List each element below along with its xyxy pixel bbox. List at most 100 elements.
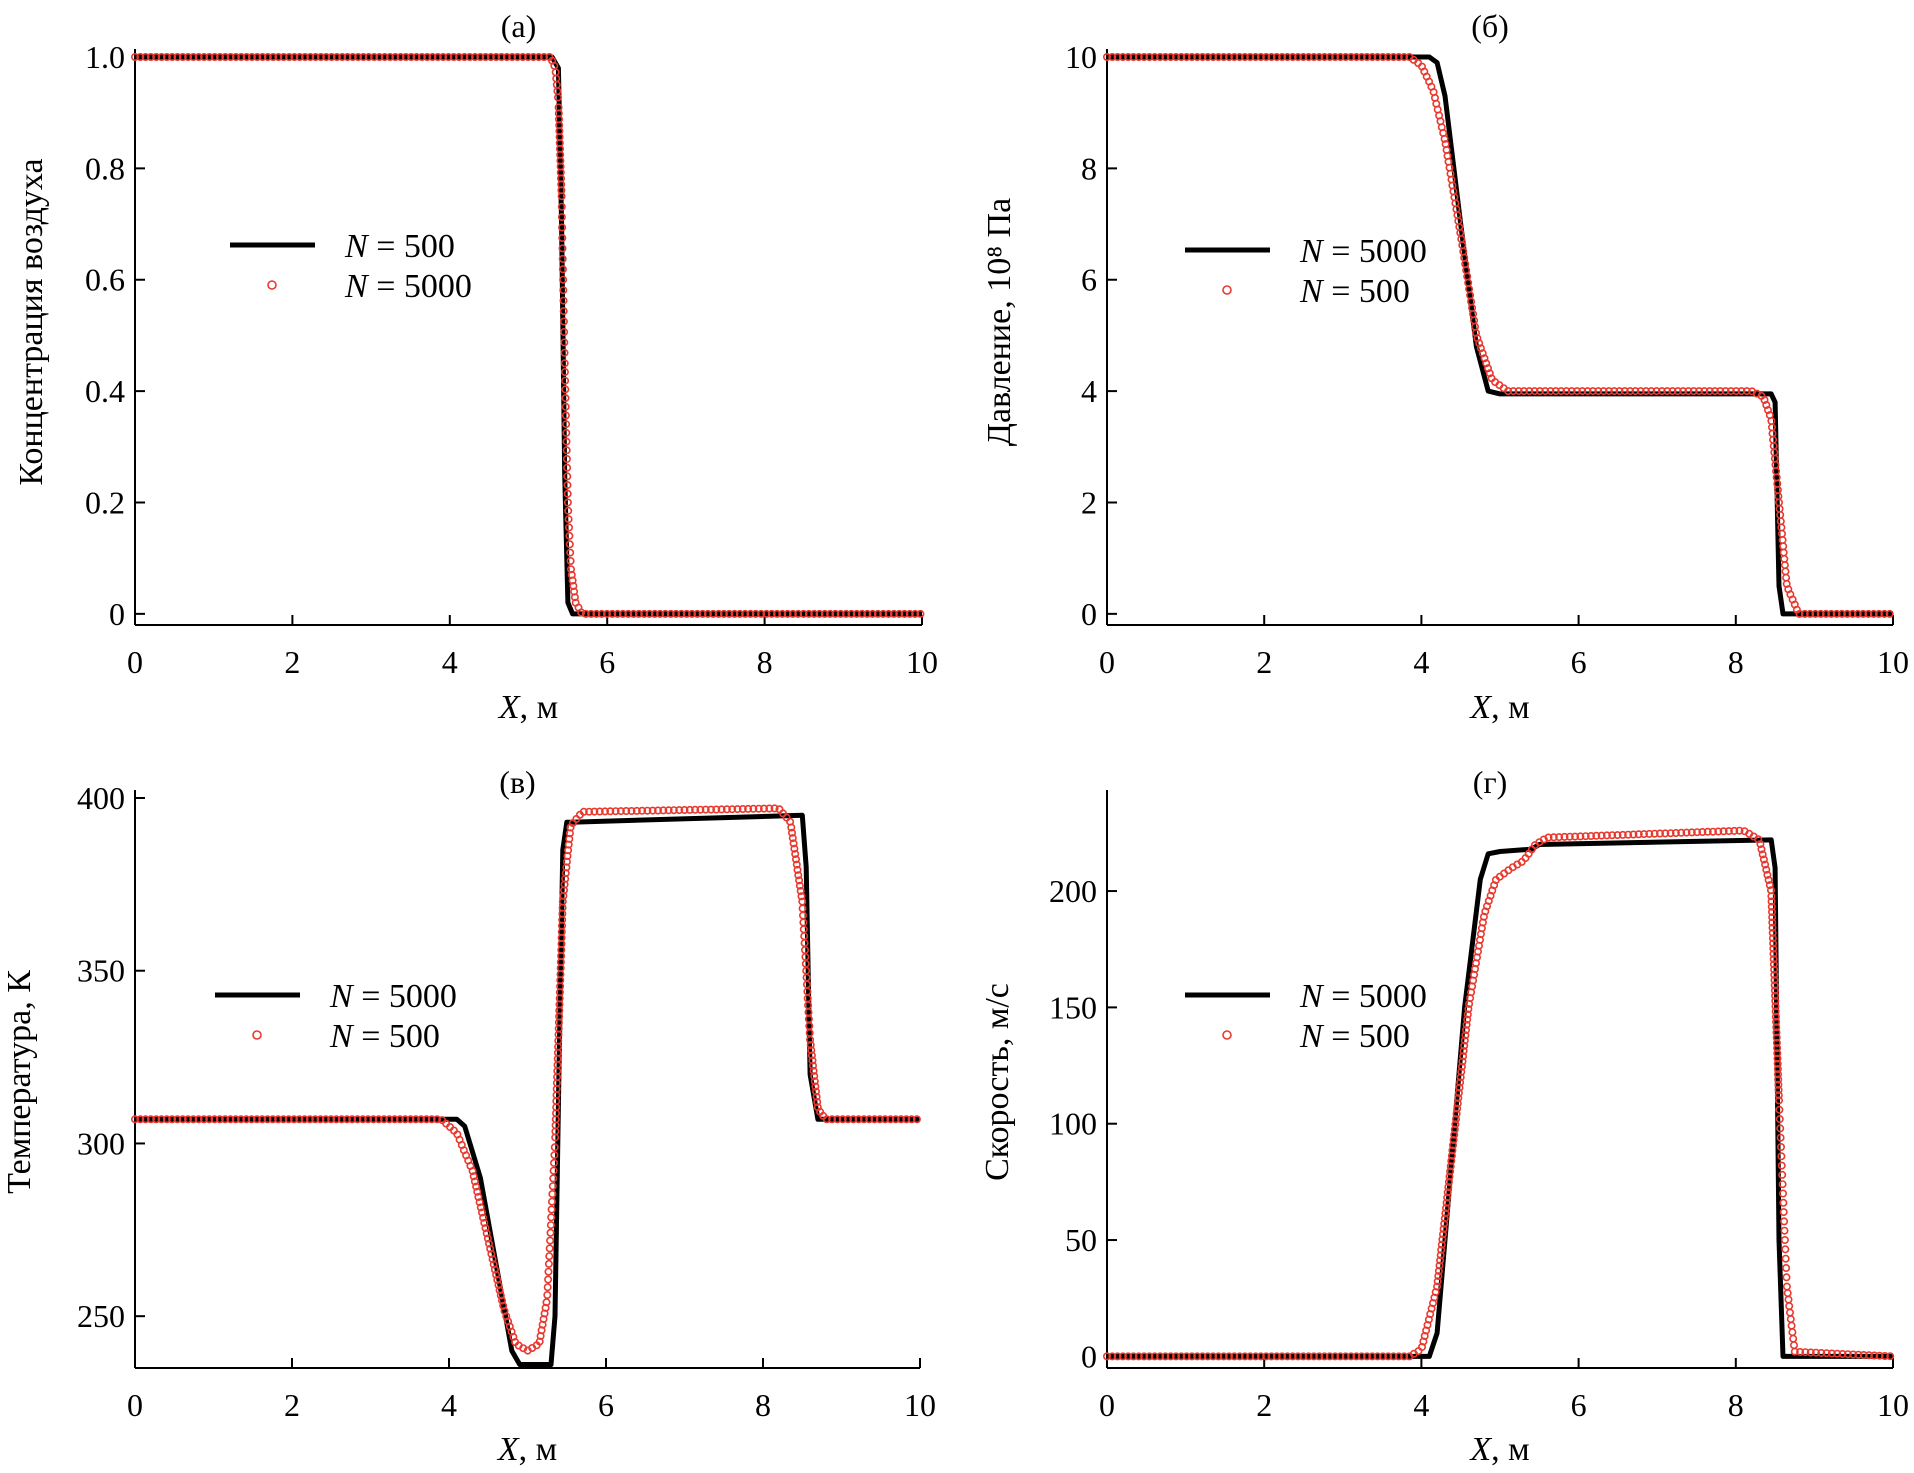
y-tick-label: 150 (1049, 989, 1097, 1025)
series-marker (1108, 52, 1117, 61)
series-marker (749, 804, 758, 813)
series-marker (831, 609, 840, 618)
series-marker (1541, 387, 1550, 396)
series-marker (629, 609, 638, 618)
series-marker (543, 1283, 552, 1292)
series-marker (1778, 1180, 1787, 1189)
series-marker (1463, 1015, 1472, 1024)
series-marker (258, 52, 267, 61)
series-marker (1309, 52, 1318, 61)
series-marker (675, 806, 684, 815)
series-marker (795, 876, 804, 885)
series-marker (152, 52, 161, 61)
series-marker (237, 52, 246, 61)
series-marker (1394, 1352, 1403, 1361)
series-marker (1288, 1352, 1297, 1361)
series-marker (1124, 52, 1133, 61)
series-marker (1341, 1352, 1350, 1361)
series-marker (789, 839, 798, 848)
series-marker (1448, 1146, 1457, 1155)
series-marker (1378, 52, 1387, 61)
series-marker (284, 1115, 293, 1124)
series-marker (1756, 840, 1765, 849)
series-marker (486, 1244, 495, 1253)
series-marker (1134, 52, 1143, 61)
series-marker (1573, 387, 1582, 396)
series-marker (1461, 1031, 1470, 1040)
x-tick-label: 2 (1256, 644, 1272, 680)
series-marker (1441, 1209, 1450, 1218)
series-marker (1776, 1124, 1785, 1133)
series-marker (1671, 828, 1680, 837)
series-marker (1134, 1352, 1143, 1361)
series-marker (1140, 52, 1149, 61)
series-marker (1780, 1236, 1789, 1245)
series-marker (810, 1077, 819, 1086)
series-marker (1843, 1350, 1852, 1359)
legend-marker-swatch (252, 1030, 262, 1040)
series-marker (560, 367, 569, 376)
series-marker (1624, 830, 1633, 839)
series-marker (1771, 996, 1780, 1005)
series-marker (1555, 833, 1564, 842)
series-marker (549, 1174, 558, 1183)
y-tick-label: 0 (109, 596, 125, 632)
series-marker (1645, 829, 1654, 838)
series-marker (1203, 1352, 1212, 1361)
series-marker (1230, 52, 1239, 61)
series-marker (585, 807, 594, 816)
series-marker (508, 52, 517, 61)
series-marker (728, 805, 737, 814)
series-marker (268, 1115, 277, 1124)
series-marker (226, 1115, 235, 1124)
series-marker (1827, 609, 1836, 618)
series-marker (618, 609, 627, 618)
series-marker (1613, 831, 1622, 840)
series-marker (1735, 826, 1744, 835)
series-marker (682, 609, 691, 618)
series-marker (701, 805, 710, 814)
series-marker (1458, 1057, 1467, 1066)
series-marker (401, 1115, 410, 1124)
series-marker (306, 52, 315, 61)
series-marker (1434, 1266, 1443, 1275)
x-tick-label: 0 (127, 644, 143, 680)
series-marker (1631, 387, 1640, 396)
series-marker (1368, 52, 1377, 61)
series-marker (295, 52, 304, 61)
series-marker (1214, 52, 1223, 61)
series-marker (561, 402, 570, 411)
series-marker (807, 1046, 816, 1055)
series-marker (548, 1182, 557, 1191)
series-marker (1304, 52, 1313, 61)
series-marker (557, 192, 566, 201)
series-marker (1325, 1352, 1334, 1361)
series-marker (496, 1291, 505, 1300)
series-marker (354, 52, 363, 61)
series-marker (1875, 1351, 1884, 1360)
series-marker (189, 52, 198, 61)
series-marker (1576, 832, 1585, 841)
series-marker (1781, 1245, 1790, 1254)
series-marker (370, 52, 379, 61)
series-marker (1773, 1065, 1782, 1074)
series-marker (826, 609, 835, 618)
series-marker (1331, 1352, 1340, 1361)
series-marker (1602, 831, 1611, 840)
y-tick-label: 400 (77, 780, 125, 816)
series-marker (1452, 1109, 1461, 1118)
series-marker (1581, 832, 1590, 841)
series-marker (672, 609, 681, 618)
series-marker (364, 52, 373, 61)
series-marker (1615, 387, 1624, 396)
series-marker (547, 1197, 556, 1206)
legend-entry-var: N (329, 978, 355, 1015)
series-marker (794, 871, 803, 880)
series-marker (274, 52, 283, 61)
series-marker (1462, 1020, 1471, 1029)
series-marker (1854, 1350, 1863, 1359)
series-marker (1652, 387, 1661, 396)
series-marker (1788, 1328, 1797, 1337)
